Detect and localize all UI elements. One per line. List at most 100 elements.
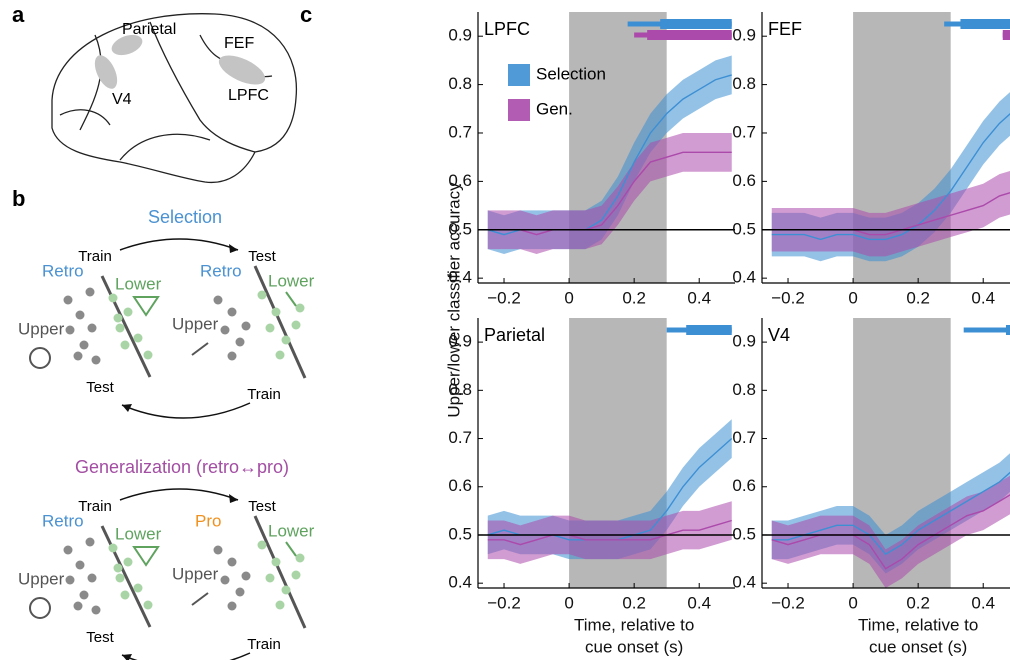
y-tick-label: 0.5	[448, 524, 472, 543]
dot	[143, 350, 153, 360]
panel-label: a	[12, 2, 25, 27]
arrow	[119, 238, 239, 251]
dot	[120, 590, 130, 600]
dot	[123, 557, 133, 567]
chart-title: V4	[768, 325, 790, 345]
bar-stim	[191, 342, 209, 356]
test-label: Test	[248, 248, 276, 265]
arrowhead	[229, 494, 238, 503]
x-tick-label: −0.2	[771, 288, 805, 307]
train-label: Train	[247, 386, 281, 403]
dot	[63, 545, 73, 555]
dot	[85, 287, 95, 297]
x-tick-label: 0.4	[971, 593, 995, 612]
dot	[275, 600, 285, 610]
train-label: Train	[247, 636, 281, 653]
bar-stim	[285, 541, 297, 557]
dot	[241, 571, 251, 581]
dot	[291, 570, 301, 580]
dot	[115, 323, 125, 333]
upper-label: Upper	[172, 314, 219, 333]
dot	[213, 545, 223, 555]
train-label: Train	[78, 498, 112, 515]
chart-title: Parietal	[484, 325, 545, 345]
dot	[113, 563, 123, 573]
x-tick-label: −0.2	[487, 593, 521, 612]
diagram: Selection Train Test Retro Retro Lower Lower Up…	[18, 207, 315, 660]
x-axis-label: Time, relative to	[858, 615, 978, 634]
dot	[227, 557, 237, 567]
y-axis-label: Upper/lower classifier accuracy	[444, 182, 463, 418]
dot	[281, 335, 291, 345]
divider	[100, 275, 152, 378]
series-line	[771, 494, 1010, 570]
dot	[91, 355, 101, 365]
lower-label: Lower	[268, 271, 315, 290]
arrowhead	[122, 654, 132, 660]
y-tick-label: 0.6	[732, 476, 756, 495]
dot	[265, 573, 275, 583]
dot	[265, 323, 275, 333]
x-tick-label: 0	[848, 593, 857, 612]
y-tick-label: 0.8	[732, 74, 756, 93]
chart-title: FEF	[768, 19, 802, 39]
area-label: V4	[112, 91, 132, 108]
y-tick-label: 0.7	[732, 122, 756, 141]
dot	[120, 340, 130, 350]
significance-bar	[960, 19, 1010, 29]
legend-label: Selection	[536, 64, 606, 83]
x-tick-label: 0	[848, 288, 857, 307]
y-tick-label: 0.4	[448, 573, 472, 592]
divider	[253, 515, 307, 629]
series-line	[487, 151, 732, 236]
significance-bar	[686, 325, 732, 335]
y-tick-label: 0.4	[732, 573, 756, 592]
significance-bar	[1002, 30, 1010, 40]
x-tick-label: 0	[564, 593, 573, 612]
task-label: Retro	[42, 261, 84, 280]
legend-swatch	[508, 64, 530, 86]
dot	[133, 333, 143, 343]
dot	[241, 321, 251, 331]
brain-drawing	[51, 13, 298, 184]
error-band	[771, 170, 1010, 257]
dot	[295, 553, 305, 563]
line-chart: 0.4 0.5 0.6 0.7 0.8 0.9 −0.2 0 0.2 0.4 LPFC Selecti…	[444, 12, 735, 418]
dot	[85, 537, 95, 547]
x-axis-label: cue onset (s)	[869, 637, 967, 656]
charts: 0.4 0.5 0.6 0.7 0.8 0.9 −0.2 0 0.2 0.4 LPFC Selecti…	[444, 12, 1010, 656]
x-tick-label: 0.2	[622, 288, 646, 307]
dot	[295, 303, 305, 313]
lower-label: Lower	[268, 521, 315, 540]
task-label: Retro	[42, 511, 84, 530]
legend-swatch	[508, 99, 530, 121]
x-tick-label: 0.4	[971, 288, 995, 307]
dot	[257, 290, 267, 300]
area-label: FEF	[224, 35, 254, 52]
area-label: LPFC	[228, 87, 269, 104]
x-tick-label: 0	[564, 288, 573, 307]
x-tick-label: 0.2	[906, 288, 930, 307]
divider	[253, 265, 307, 379]
triangle	[132, 546, 160, 567]
y-tick-label: 0.9	[732, 26, 756, 45]
y-tick-label: 0.4	[732, 268, 756, 287]
x-axis-label: cue onset (s)	[585, 637, 683, 656]
line-chart: 0.4 0.5 0.6 0.7 0.8 0.9 −0.2 0 0.2 0.4 Parietal Tim…	[448, 318, 735, 656]
y-tick-label: 0.7	[448, 122, 472, 141]
arrow	[121, 402, 251, 419]
dot	[123, 307, 133, 317]
dot	[213, 295, 223, 305]
y-tick-label: 0.5	[448, 219, 472, 238]
chart-title: LPFC	[484, 19, 530, 39]
legend-label: Gen.	[536, 99, 573, 118]
significance-bar	[647, 30, 732, 40]
dot	[227, 351, 237, 361]
dot	[79, 340, 89, 350]
dot	[87, 323, 97, 333]
arrow	[121, 652, 251, 660]
upper-label: Upper	[18, 569, 65, 588]
series-line	[487, 519, 732, 546]
dot	[227, 307, 237, 317]
x-tick-label: 0.2	[906, 593, 930, 612]
